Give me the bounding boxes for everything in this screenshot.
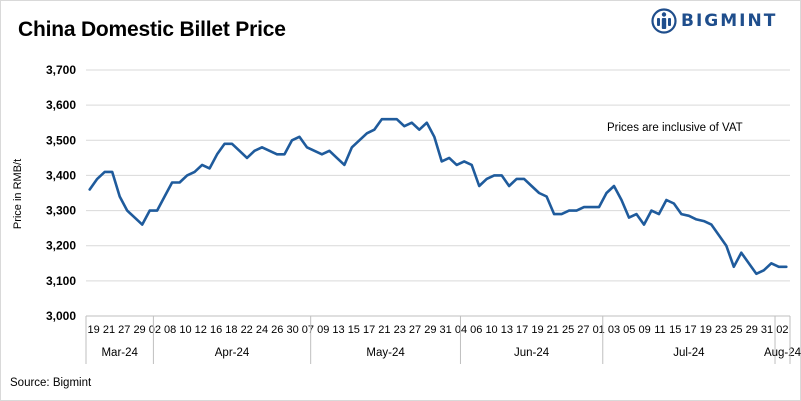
y-tick-label: 3,300 xyxy=(46,204,76,218)
month-label: May-24 xyxy=(366,347,405,359)
series-line xyxy=(88,117,788,276)
x-tick-label: 29 xyxy=(424,324,436,336)
chart-annotation: Prices are inclusive of VAT xyxy=(607,122,743,134)
x-tick-label: 01 xyxy=(593,324,605,336)
x-axis: 19 21 27 29 02 08 10 12 16 18 22 24 26 30 07 09 13 15 17 21… xyxy=(85,315,801,364)
x-tick-label: 09 xyxy=(317,324,329,336)
x-tick-label: 11 xyxy=(654,324,665,336)
x-tick-label: 27 xyxy=(577,324,589,336)
x-tick-label: 29 xyxy=(133,324,145,336)
x-tick-label: 18 xyxy=(225,324,237,336)
x-tick-label: 19 xyxy=(531,324,543,336)
x-tick-label: 22 xyxy=(241,324,253,336)
y-tick-label: 3,400 xyxy=(46,168,76,182)
x-tick-label: 10 xyxy=(179,324,191,336)
x-tick-label: 23 xyxy=(715,324,727,336)
x-tick-label: 31 xyxy=(761,324,773,336)
bigmint-logo-icon xyxy=(651,8,677,34)
x-tick-label: 17 xyxy=(516,324,528,336)
x-tick-label: 02 xyxy=(149,324,161,336)
y-tick-label: 3,500 xyxy=(46,133,76,147)
x-tick-label: 17 xyxy=(684,324,696,336)
x-tick-label: 21 xyxy=(378,324,390,336)
x-tick-label: 21 xyxy=(547,324,559,336)
month-label: Jul-24 xyxy=(673,347,705,359)
x-tick-label: 02 xyxy=(776,324,788,336)
month-label: Apr-24 xyxy=(215,347,250,359)
x-tick-label: 13 xyxy=(332,324,344,336)
y-axis-label: Price in RMB/t xyxy=(12,159,24,229)
x-tick-label: 27 xyxy=(409,324,421,336)
bigmint-logo: BIGMINT xyxy=(651,8,777,34)
x-tick-label: 27 xyxy=(118,324,130,336)
y-axis: 3,000 3,100 3,200 3,300 3,400 3,500 3,600 3,700 xyxy=(46,63,76,323)
x-tick-label: 15 xyxy=(348,324,360,336)
month-label: Aug-24 xyxy=(764,347,801,359)
x-tick-label: 19 xyxy=(700,324,712,336)
x-tick-label: 10 xyxy=(485,324,497,336)
month-label: Jun-24 xyxy=(514,347,550,359)
x-tick-label: 12 xyxy=(195,324,207,336)
y-tick-label: 3,000 xyxy=(46,309,76,323)
x-tick-label: 25 xyxy=(562,324,574,336)
x-tick-label: 09 xyxy=(638,324,650,336)
x-tick-label: 24 xyxy=(256,324,268,336)
x-tick-label: 21 xyxy=(103,324,115,336)
x-tick-label: 23 xyxy=(394,324,406,336)
x-tick-label: 07 xyxy=(302,324,314,336)
x-tick-label: 29 xyxy=(746,324,758,336)
x-tick-label: 15 xyxy=(669,324,681,336)
y-tick-label: 3,700 xyxy=(46,63,76,77)
x-tick-label: 30 xyxy=(286,324,298,336)
x-tick-label: 17 xyxy=(363,324,375,336)
month-label: Mar-24 xyxy=(101,347,138,359)
source-note: Source: Bigmint xyxy=(10,377,92,389)
x-tick-label: 31 xyxy=(440,324,452,336)
series-layer xyxy=(88,117,788,276)
x-tick-label: 26 xyxy=(271,324,283,336)
x-tick-label: 13 xyxy=(501,324,513,336)
x-tick-label: 08 xyxy=(164,324,176,336)
logo-text: BIGMINT xyxy=(681,11,778,31)
page-title: China Domestic Billet Price xyxy=(18,18,286,41)
x-tick-label: 05 xyxy=(623,324,635,336)
y-tick-label: 3,100 xyxy=(46,274,76,288)
x-tick-label: 16 xyxy=(210,324,222,336)
x-tick-label: 19 xyxy=(88,324,100,336)
y-tick-label: 3,600 xyxy=(46,98,76,112)
x-tick-label: 03 xyxy=(608,324,620,336)
x-tick-label: 06 xyxy=(470,324,482,336)
grid-lines xyxy=(86,69,790,282)
y-tick-label: 3,200 xyxy=(46,239,76,253)
x-tick-label: 25 xyxy=(730,324,742,336)
